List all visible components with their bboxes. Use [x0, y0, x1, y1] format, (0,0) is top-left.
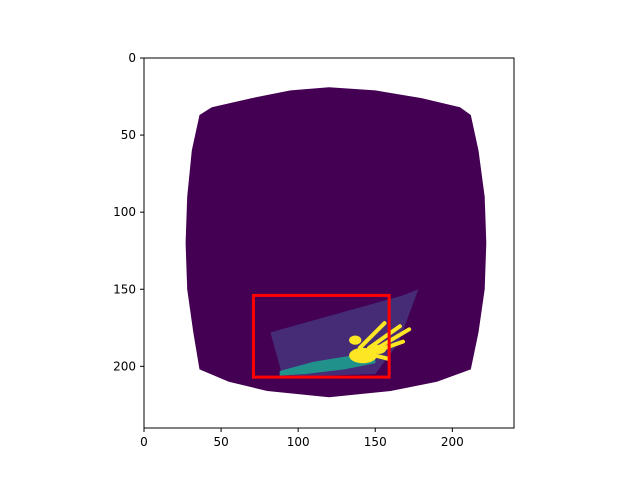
plot-area [144, 58, 514, 428]
x-axis-ticks: 0 50 100 150 200 [140, 428, 464, 449]
hand-blob [349, 335, 362, 345]
y-tick-label: 50 [121, 128, 136, 142]
finger [373, 327, 412, 352]
bounding-box [251, 293, 391, 379]
x-tick-label: 100 [287, 435, 310, 449]
y-tick-label: 0 [128, 51, 136, 65]
finger [373, 353, 390, 361]
x-tick-label: 200 [441, 435, 464, 449]
mask-region [185, 87, 487, 398]
x-tick-label: 150 [364, 435, 387, 449]
y-axis-ticks: 0 50 100 150 200 [113, 51, 144, 373]
y-tick-label: 150 [113, 282, 136, 296]
finger [357, 321, 387, 350]
finger [370, 339, 405, 355]
axes-frame [143, 57, 515, 429]
y-tick-label: 200 [113, 359, 136, 373]
object-fingers [357, 321, 412, 361]
hand-blob [349, 347, 377, 364]
x-tick-label: 0 [140, 435, 148, 449]
finger [367, 324, 402, 350]
y-tick-label: 100 [113, 205, 136, 219]
object-arm [279, 355, 376, 376]
x-tick-label: 50 [213, 435, 228, 449]
